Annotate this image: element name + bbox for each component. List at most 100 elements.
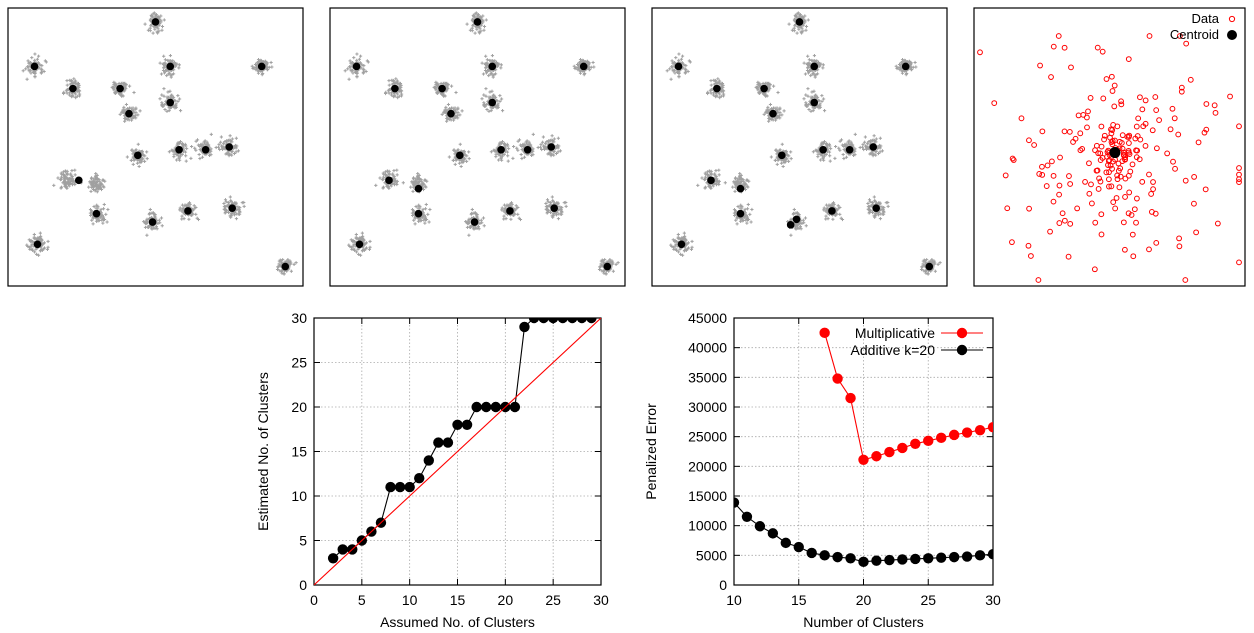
data-point xyxy=(148,211,152,215)
data-point xyxy=(33,52,37,56)
centroid-point xyxy=(456,151,464,160)
data-point xyxy=(42,246,47,250)
centroid-point xyxy=(257,62,266,71)
data-point xyxy=(154,225,159,229)
data-point xyxy=(38,249,43,253)
data-point xyxy=(234,146,238,150)
data-point xyxy=(137,164,141,169)
series-point xyxy=(897,442,908,454)
data-point xyxy=(150,14,154,18)
centroid-point xyxy=(134,151,142,160)
data-point xyxy=(70,174,74,179)
centroid-point xyxy=(677,240,686,249)
data-point xyxy=(97,218,101,223)
data-point xyxy=(156,15,160,20)
data-point xyxy=(228,152,232,156)
data-point xyxy=(145,217,149,221)
data-point xyxy=(159,72,164,76)
data-point xyxy=(166,95,171,99)
centroid-point xyxy=(497,145,505,154)
series-point xyxy=(481,401,492,413)
data-point xyxy=(118,112,122,117)
data-point xyxy=(199,144,204,148)
cluster-panel-2 xyxy=(329,7,626,287)
data-point xyxy=(150,227,154,231)
data-point xyxy=(238,209,242,213)
y-tick-label: 5 xyxy=(299,533,307,549)
data-point xyxy=(95,203,99,207)
data-point xyxy=(193,146,197,150)
series-point xyxy=(337,544,348,555)
data-point xyxy=(147,216,152,220)
series-point xyxy=(471,401,482,413)
centroid-point xyxy=(828,207,836,215)
data-point xyxy=(148,207,152,212)
data-point xyxy=(196,143,201,147)
series-point xyxy=(845,553,856,564)
centroid-point xyxy=(470,218,479,226)
data-point xyxy=(65,169,69,173)
data-point xyxy=(30,247,34,251)
data-point xyxy=(40,64,44,68)
data-point xyxy=(60,172,64,177)
series-point xyxy=(897,554,908,565)
series-point xyxy=(567,318,578,324)
data-point xyxy=(177,63,181,67)
data-point xyxy=(155,25,159,29)
data-point xyxy=(209,147,213,151)
data-point xyxy=(52,183,56,187)
data-point xyxy=(198,156,202,161)
data-point xyxy=(197,152,201,157)
data-point xyxy=(224,140,229,144)
centroid-point xyxy=(175,145,183,154)
data-point xyxy=(147,225,151,230)
data-point xyxy=(38,63,42,67)
data-point xyxy=(134,106,138,110)
data-point xyxy=(229,215,233,219)
data-point xyxy=(236,205,240,209)
data-point xyxy=(158,97,162,101)
series-point xyxy=(754,521,766,532)
series-point xyxy=(519,321,530,333)
data-point xyxy=(265,60,269,65)
data-point xyxy=(259,58,263,62)
legend-label: Multiplicative xyxy=(855,325,935,341)
series-point xyxy=(538,318,549,324)
x-tick-label: 15 xyxy=(791,592,807,608)
series-point xyxy=(557,318,568,324)
data-point xyxy=(134,113,138,117)
centroid-point xyxy=(707,176,715,185)
data-point xyxy=(67,91,72,95)
data-point xyxy=(218,147,222,152)
data-point xyxy=(230,149,234,154)
data-point xyxy=(172,152,176,156)
data-point xyxy=(233,143,238,148)
series-point xyxy=(734,497,740,508)
data-point xyxy=(178,97,182,101)
centroid-point xyxy=(116,84,124,93)
data-point xyxy=(257,61,261,65)
data-point xyxy=(173,103,177,108)
data-point xyxy=(188,202,192,207)
centroid-point xyxy=(795,18,804,26)
data-point xyxy=(65,83,69,87)
data-point xyxy=(217,142,221,147)
x-tick-label: 20 xyxy=(498,592,514,608)
data-point xyxy=(194,148,198,152)
centroid-point xyxy=(488,62,497,71)
data-point xyxy=(27,61,31,65)
data-point xyxy=(166,58,170,63)
series-point xyxy=(987,548,993,560)
data-point xyxy=(123,85,127,89)
data-point xyxy=(143,225,148,229)
centroid-point xyxy=(69,84,77,93)
data-point xyxy=(192,204,196,208)
data-point xyxy=(42,69,46,74)
centroid-point xyxy=(579,62,588,71)
data-point xyxy=(95,185,99,189)
data-point xyxy=(184,154,188,158)
data-point xyxy=(106,207,110,212)
series-point xyxy=(423,455,434,466)
data-point xyxy=(130,148,134,152)
